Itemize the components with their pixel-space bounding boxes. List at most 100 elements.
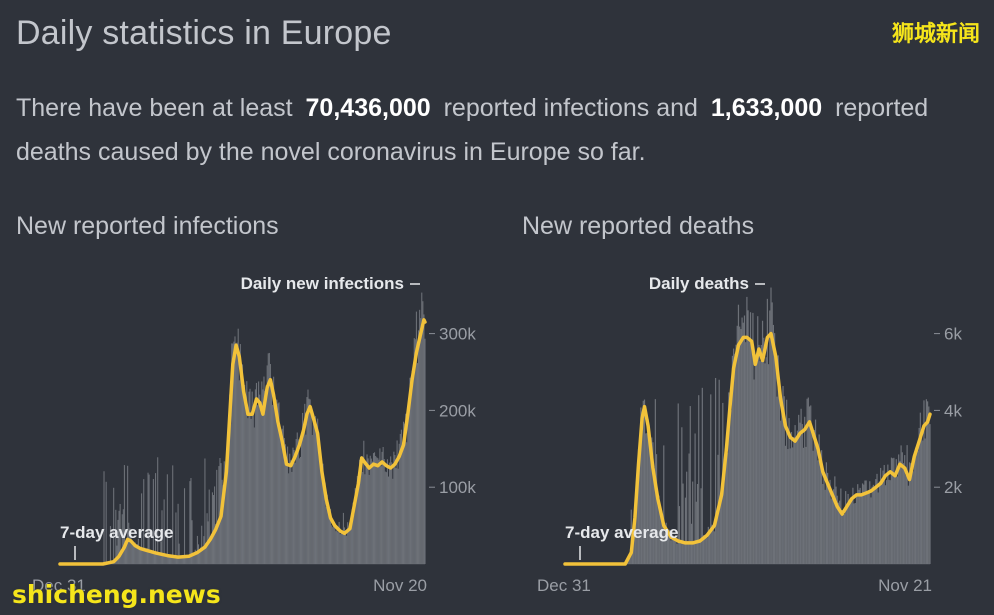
- daily-bar: [694, 433, 696, 564]
- daily-bar: [268, 352, 270, 564]
- daily-bar: [313, 420, 315, 564]
- daily-bar: [860, 494, 862, 564]
- daily-bar: [211, 492, 213, 564]
- daily-bar: [886, 480, 888, 564]
- daily-bar: [171, 555, 173, 564]
- daily-bar: [683, 543, 685, 564]
- daily-bar: [664, 532, 666, 564]
- daily-bar: [374, 452, 376, 564]
- daily-bar: [118, 510, 120, 564]
- daily-bar: [639, 458, 641, 564]
- daily-bar: [277, 403, 279, 564]
- daily-bar: [322, 463, 324, 564]
- daily-bar: [651, 437, 653, 564]
- daily-bar: [861, 483, 864, 564]
- daily-bar: [884, 485, 887, 564]
- daily-bar: [331, 525, 333, 564]
- daily-bar: [400, 429, 402, 564]
- daily-bar: [859, 487, 861, 564]
- daily-bar: [888, 479, 890, 564]
- daily-bar: [907, 485, 909, 564]
- daily-bar: [905, 475, 907, 564]
- y-tick-label: 2k: [944, 478, 962, 497]
- daily-bar: [900, 445, 902, 564]
- daily-bar: [794, 425, 796, 564]
- daily-bar: [796, 430, 799, 564]
- daily-bar: [137, 538, 139, 564]
- daily-bar: [131, 540, 133, 564]
- daily-bar: [308, 398, 310, 564]
- daily-bar: [163, 499, 165, 564]
- daily-bar: [720, 487, 723, 564]
- daily-bar: [920, 429, 923, 564]
- daily-bar: [792, 447, 794, 564]
- daily-bar: [737, 304, 740, 564]
- daily-bar: [929, 424, 931, 564]
- daily-bar: [778, 381, 781, 564]
- daily-bar: [834, 476, 836, 564]
- daily-bar: [852, 487, 854, 564]
- daily-bar: [323, 483, 325, 564]
- summary-text: There have been at least 70,436,000 repo…: [16, 86, 991, 174]
- daily-bar: [233, 341, 235, 564]
- daily-bar: [345, 530, 347, 564]
- daily-bar: [833, 489, 835, 564]
- daily-bar: [718, 379, 720, 564]
- daily-bar: [358, 459, 361, 564]
- daily-bar: [890, 457, 893, 564]
- daily-bar: [186, 556, 188, 564]
- daily-bar: [665, 522, 667, 564]
- daily-bar: [156, 552, 158, 564]
- daily-bar: [787, 449, 789, 564]
- daily-bar: [391, 462, 393, 564]
- daily-bar: [136, 544, 138, 564]
- daily-bar: [337, 532, 339, 564]
- daily-bar: [918, 427, 920, 564]
- daily-bar: [784, 445, 787, 564]
- daily-bar: [420, 318, 422, 564]
- daily-bar: [873, 487, 876, 564]
- daily-bar: [853, 503, 855, 564]
- daily-bar: [183, 488, 186, 564]
- daily-bar: [672, 535, 675, 564]
- daily-bar: [666, 529, 668, 564]
- daily-bar: [635, 505, 637, 564]
- daily-bar: [369, 455, 371, 564]
- y-tick-label: 300k: [439, 325, 476, 344]
- daily-bar: [823, 475, 825, 564]
- daily-bar: [262, 389, 264, 564]
- daily-bar: [259, 394, 261, 564]
- daily-bar: [264, 391, 266, 564]
- daily-bar: [117, 519, 119, 564]
- daily-bar: [899, 460, 901, 564]
- daily-bar: [182, 556, 184, 564]
- daily-bar: [677, 403, 679, 564]
- daily-bar: [205, 546, 207, 564]
- daily-bar: [820, 450, 823, 564]
- daily-bar: [781, 399, 783, 564]
- daily-bar: [923, 400, 925, 564]
- daily-bar: [164, 554, 166, 564]
- daily-bar: [314, 416, 317, 564]
- daily-bar: [689, 406, 691, 564]
- daily-bar: [412, 371, 414, 564]
- daily-bar: [867, 492, 870, 564]
- daily-bar: [763, 337, 765, 564]
- daily-bar: [866, 493, 868, 564]
- daily-bar: [700, 488, 702, 564]
- daily-bar: [840, 488, 842, 564]
- daily-bar: [306, 397, 308, 564]
- daily-bar: [409, 377, 411, 564]
- daily-bar: [761, 320, 764, 564]
- daily-bar: [922, 440, 924, 564]
- daily-bar: [116, 545, 118, 564]
- daily-bar: [177, 503, 179, 564]
- daily-bar: [185, 556, 187, 564]
- daily-bar: [143, 479, 145, 564]
- daily-bar: [396, 440, 398, 564]
- daily-bar: [789, 448, 791, 564]
- daily-bar: [208, 489, 210, 564]
- daily-bar: [305, 434, 307, 564]
- daily-bar: [158, 554, 160, 564]
- daily-bar: [382, 446, 384, 564]
